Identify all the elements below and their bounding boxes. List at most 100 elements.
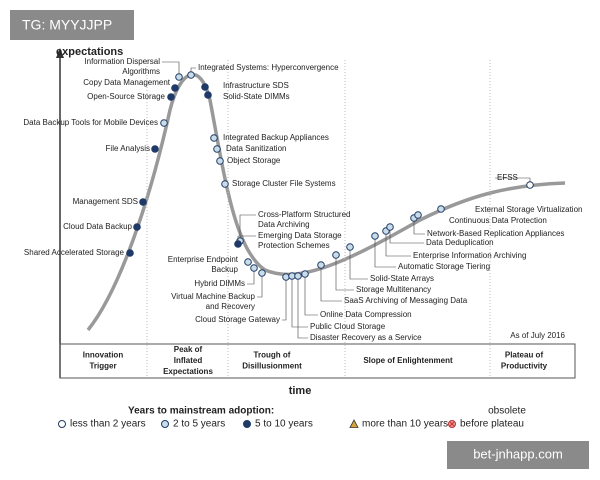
technology-label: and Recovery [206, 302, 255, 311]
technology-marker [371, 232, 379, 240]
legend-label: more than 10 years [362, 419, 448, 430]
technology-label: Continuous Data Protection [449, 216, 547, 225]
phase-label: Plateau of [505, 351, 544, 360]
technology-label: Management SDS [73, 197, 138, 206]
technology-marker [294, 272, 302, 280]
technology-marker [244, 258, 252, 266]
technology-marker [167, 93, 175, 101]
technology-marker [204, 91, 212, 99]
technology-marker [171, 84, 179, 92]
technology-label: EFSS [497, 173, 518, 182]
layer: Innovation Trigger Peak of Inflated Expectat… [23, 57, 582, 430]
technology-marker [133, 223, 141, 231]
technology-label: Protection Schemes [258, 241, 330, 250]
technology-label: Public Cloud Storage [310, 322, 386, 331]
y-axis-label: expectations [56, 46, 123, 58]
technology-marker [139, 198, 147, 206]
as-of: As of July 2016 [510, 331, 565, 340]
technology-label: Virtual Machine Backup [171, 292, 255, 301]
watermark-box [447, 441, 589, 469]
technology-label: Solid-State DIMMs [223, 92, 290, 101]
x-axis-label: time [289, 385, 312, 397]
technology-label: Solid-State Arrays [370, 274, 434, 283]
technology-label: Infrastructure SDS [223, 81, 289, 90]
technology-label: Online Data Compression [320, 310, 412, 319]
legend-label: before plateau [460, 419, 524, 430]
technology-label: Shared Accelerated Storage [24, 248, 125, 257]
technology-marker [151, 145, 159, 153]
technology-label: File Analysis [106, 144, 150, 153]
leader-line [282, 277, 287, 321]
technology-label: Hybrid DIMMs [194, 279, 245, 288]
leader-line [413, 218, 425, 235]
technology-label: Data Archiving [258, 220, 310, 229]
leader-line [239, 214, 256, 241]
phase-label: Slope of Enlightenment [363, 356, 453, 365]
technology-label: Storage Cluster File Systems [232, 179, 336, 188]
technology-label: Copy Data Management [83, 78, 170, 87]
technology-label: Open-Source Storage [87, 92, 165, 101]
legend-label: 5 to 10 years [255, 419, 313, 430]
technology-marker [210, 134, 218, 142]
technology-marker [414, 211, 422, 219]
technology-label: Disaster Recovery as a Service [310, 333, 422, 342]
leader-line [162, 61, 180, 77]
legend-title: Years to mainstream adoption: [128, 406, 274, 417]
technology-label: Emerging Data Storage [258, 231, 342, 240]
technology-marker [332, 251, 340, 259]
technology-label: Network-Based Replication Appliances [427, 229, 564, 238]
legend-marker [243, 420, 251, 428]
technology-label: Cloud Storage Gateway [195, 315, 280, 324]
technology-label: Data Backup Tools for Mobile Devices [23, 118, 158, 127]
leader-line [389, 227, 424, 244]
technology-marker [386, 223, 394, 231]
technology-marker [213, 145, 221, 153]
phase-label: Productivity [501, 362, 548, 371]
technology-marker [437, 205, 445, 213]
technology-label: SaaS Archiving of Messaging Data [344, 296, 468, 305]
hype-curve [86, 72, 566, 332]
technology-marker [175, 73, 183, 81]
technology-label: Cloud Data Backup [63, 222, 132, 231]
leader-line [320, 265, 342, 302]
technology-label: Cross-Platform Structured [258, 210, 350, 219]
technology-label: Integrated Systems: Hyperconvergence [198, 63, 339, 72]
technology-marker [282, 273, 290, 281]
phase-label: Expectations [163, 367, 213, 376]
legend-label: obsolete [488, 406, 526, 417]
technology-marker [250, 264, 258, 272]
phase-label: Trigger [89, 362, 116, 371]
watermark: TG: MYYJJPP [22, 17, 112, 33]
phase-label: Inflated [174, 356, 203, 365]
technology-marker [126, 249, 134, 257]
technology-marker [221, 180, 229, 188]
leader-line [291, 276, 308, 328]
watermark: bet-jnhapp.com [473, 446, 563, 461]
technology-marker [216, 157, 224, 165]
legend-marker [58, 420, 66, 428]
watermark-box [10, 10, 134, 40]
technology-marker [258, 269, 266, 277]
phase-label: Disillusionment [242, 362, 302, 371]
technology-marker [160, 119, 168, 127]
phase-label: Peak of [174, 345, 203, 354]
technology-label: Object Storage [227, 156, 281, 165]
technology-marker [301, 270, 309, 278]
leader-line [374, 236, 396, 268]
technology-label: Data Deduplication [426, 238, 494, 247]
phase-label: Trough of [254, 351, 291, 360]
leader-line [349, 247, 368, 280]
leader-line [297, 276, 308, 339]
technology-marker [234, 240, 242, 248]
phase-box [59, 343, 576, 379]
technology-marker [317, 261, 325, 269]
technology-label: Data Sanitization [226, 144, 286, 153]
legend-marker [161, 420, 169, 428]
technology-label: Enterprise Endpoint [168, 255, 239, 264]
leader-line [385, 231, 411, 257]
technology-label: Automatic Storage Tiering [398, 262, 490, 271]
technology-label: Algorithms [122, 67, 160, 76]
technology-label: Enterprise Information Archiving [413, 251, 526, 260]
